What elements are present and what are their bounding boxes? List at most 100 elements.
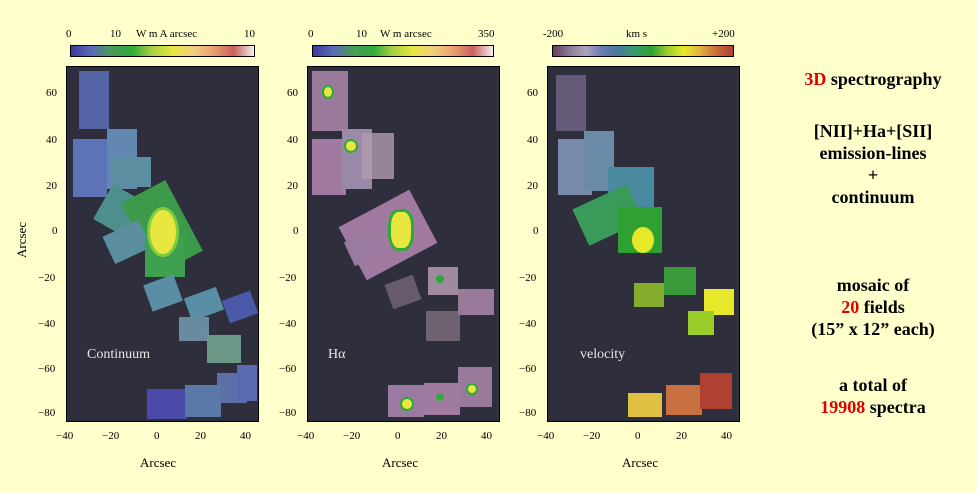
tile (634, 283, 664, 307)
hii-region (436, 393, 444, 401)
x-axis-title: Arcsec (382, 455, 419, 470)
nucleus (147, 207, 179, 257)
y-axis-title: Arcsec (14, 221, 29, 258)
y-tick: −80 (519, 407, 537, 419)
halpha-colorbar (312, 45, 494, 57)
tile (384, 274, 422, 310)
tile (185, 385, 221, 417)
description-line: 19908 spectra (820, 397, 926, 417)
continuum-colorbar (70, 45, 255, 57)
continuum-colorbar-max: 10 (244, 28, 255, 40)
y-tick: 40 (46, 134, 57, 146)
y-tick: −60 (519, 363, 537, 375)
velocity-inset-label: velocity (580, 347, 626, 362)
x-tick: −20 (583, 430, 601, 442)
continuum-colorbar-units: W m A arcsec (136, 28, 198, 40)
x-tick: −20 (102, 430, 120, 442)
nucleus (632, 227, 654, 253)
y-tick: −80 (38, 407, 56, 419)
halpha-colorbar-min: 0 (308, 28, 314, 40)
x-tick: 0 (395, 430, 401, 442)
halpha-colorbar-max: 350 (478, 28, 495, 40)
tile (666, 385, 702, 415)
halpha-colorbar-mid: 10 (356, 28, 367, 40)
tile (312, 139, 346, 195)
x-axis-title: Arcsec (140, 455, 177, 470)
tile (147, 389, 187, 419)
tile (111, 157, 151, 187)
description-line: a total of (839, 375, 907, 395)
velocity-map: velocity (547, 66, 740, 422)
tile (207, 335, 241, 363)
x-tick: 40 (721, 430, 732, 442)
tile (704, 289, 734, 315)
x-tick: 0 (635, 430, 641, 442)
description-line: (15” x 12” each) (811, 319, 935, 339)
y-tick: 0 (52, 225, 58, 237)
y-tick: −40 (38, 318, 56, 330)
y-tick: −20 (279, 272, 297, 284)
description-line: [NII]+Ha+[SII] (813, 121, 933, 141)
continuum-inset-label: Continuum (87, 347, 151, 362)
y-tick: −20 (519, 272, 537, 284)
tile (628, 393, 662, 417)
description-line: + (867, 165, 879, 185)
x-tick: 20 (195, 430, 206, 442)
continuum-colorbar-mid: 10 (110, 28, 121, 40)
tile (237, 365, 257, 401)
velocity-colorbar-units: km s (626, 28, 648, 40)
halpha-colorbar-units: W m arcsec (380, 28, 432, 40)
y-tick: −60 (38, 363, 56, 375)
y-tick: −40 (279, 318, 297, 330)
halpha-map: Hα (307, 66, 500, 422)
velocity-colorbar-max: +200 (712, 28, 735, 40)
description-block: 3D spectrography (778, 68, 968, 90)
y-tick: 60 (46, 87, 57, 99)
y-tick: 60 (527, 87, 538, 99)
x-tick: 20 (676, 430, 687, 442)
tile (556, 75, 586, 131)
hii-region (436, 275, 444, 283)
tile (73, 139, 107, 197)
x-tick: −20 (343, 430, 361, 442)
hii-region (344, 139, 358, 153)
y-tick: 40 (287, 134, 298, 146)
halpha-inset-label: Hα (328, 347, 346, 362)
description-block: a total of 19908 spectra (778, 374, 968, 418)
x-tick: 0 (154, 430, 160, 442)
description-block: mosaic of 20 fields (15” x 12” each) (778, 274, 968, 340)
continuum-colorbar-min: 0 (66, 28, 72, 40)
x-tick: −40 (297, 430, 315, 442)
tile (426, 311, 460, 341)
hii-region (400, 397, 414, 411)
x-tick: 20 (436, 430, 447, 442)
nucleus (388, 209, 414, 251)
y-tick: −20 (38, 272, 56, 284)
tile (688, 311, 714, 335)
description-line: emission-lines (819, 143, 927, 163)
tile (458, 289, 494, 315)
description-block: [NII]+Ha+[SII] emission-lines + continuu… (778, 120, 968, 208)
tile (143, 274, 183, 312)
description-line: 20 fields (841, 297, 905, 317)
x-axis-title: Arcsec (622, 455, 659, 470)
y-tick: 0 (533, 225, 539, 237)
y-tick: −80 (279, 407, 297, 419)
description-line: mosaic of (836, 275, 910, 295)
velocity-colorbar (552, 45, 734, 57)
x-tick: 40 (481, 430, 492, 442)
tile (664, 267, 696, 295)
x-tick: −40 (537, 430, 555, 442)
tile (362, 133, 394, 179)
y-tick: 20 (527, 180, 538, 192)
tile (183, 286, 225, 322)
y-tick: 20 (287, 180, 298, 192)
tile (700, 373, 732, 409)
y-tick: 20 (46, 180, 57, 192)
tile (79, 71, 109, 129)
y-tick: −60 (279, 363, 297, 375)
hii-region (466, 383, 478, 395)
description-line: 3D spectrography (804, 69, 942, 89)
description-line: continuum (831, 187, 915, 207)
y-tick: 60 (287, 87, 298, 99)
